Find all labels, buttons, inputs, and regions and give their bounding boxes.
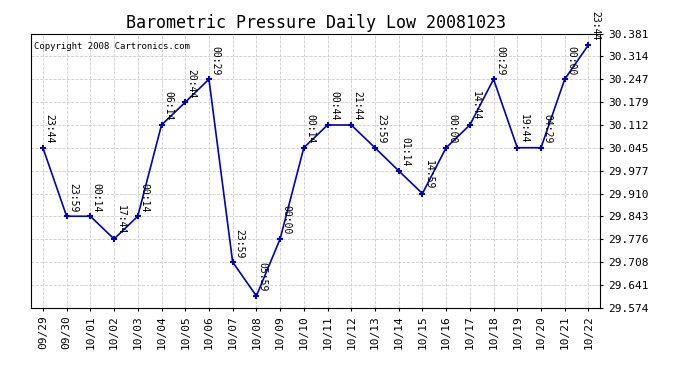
Text: 05:59: 05:59 (258, 262, 268, 292)
Text: 00:14: 00:14 (139, 183, 149, 212)
Text: 06:14: 06:14 (163, 92, 173, 121)
Text: 17:44: 17:44 (115, 206, 126, 235)
Text: 23:59: 23:59 (234, 228, 244, 258)
Text: 01:14: 01:14 (400, 137, 410, 166)
Text: 00:00: 00:00 (566, 46, 576, 75)
Text: 23:59: 23:59 (376, 114, 386, 144)
Text: Copyright 2008 Cartronics.com: Copyright 2008 Cartronics.com (34, 42, 190, 51)
Text: 20:44: 20:44 (186, 69, 197, 98)
Text: 00:00: 00:00 (282, 206, 291, 235)
Text: 00:00: 00:00 (448, 114, 457, 144)
Text: 14:44: 14:44 (471, 92, 481, 121)
Text: 00:14: 00:14 (305, 114, 315, 144)
Text: 23:59: 23:59 (68, 183, 78, 212)
Text: 00:44: 00:44 (329, 92, 339, 121)
Title: Barometric Pressure Daily Low 20081023: Barometric Pressure Daily Low 20081023 (126, 14, 506, 32)
Text: 19:44: 19:44 (519, 114, 529, 144)
Text: 14:59: 14:59 (424, 160, 434, 189)
Text: 00:29: 00:29 (495, 46, 505, 75)
Text: 00:14: 00:14 (92, 183, 101, 212)
Text: 21:44: 21:44 (353, 92, 363, 121)
Text: 00:29: 00:29 (210, 46, 220, 75)
Text: 04:29: 04:29 (542, 114, 553, 144)
Text: 23:44: 23:44 (590, 11, 600, 41)
Text: 23:44: 23:44 (44, 114, 55, 144)
